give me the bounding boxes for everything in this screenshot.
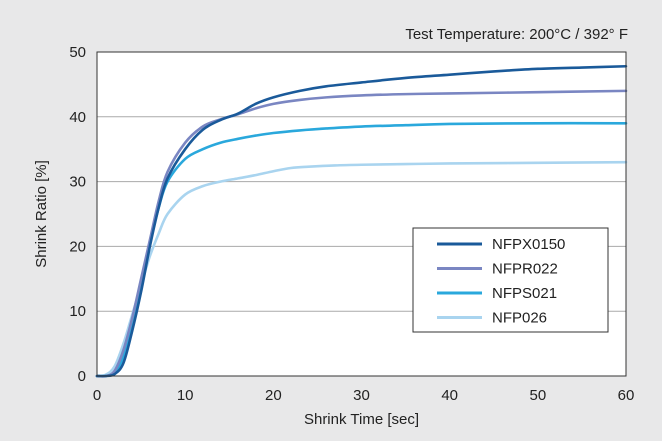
x-tick-label: 10: [177, 387, 194, 404]
y-tick-label: 50: [69, 44, 86, 61]
y-tick-label: 10: [69, 303, 86, 320]
y-tick-label: 40: [69, 109, 86, 126]
y-tick-label: 20: [69, 238, 86, 255]
x-tick-label: 50: [529, 387, 546, 404]
y-tick-labels: 0 10 20 30 40 50: [69, 44, 86, 385]
x-tick-label: 30: [353, 387, 370, 404]
y-tick-label: 30: [69, 174, 86, 191]
x-axis-title: Shrink Time [sec]: [304, 411, 419, 428]
series-line-nfpx0150: [95, 64, 628, 378]
legend-label-nfpx0150: NFPX0150: [492, 236, 565, 253]
series-lines: [95, 64, 628, 378]
plot-frame: [96, 51, 627, 377]
legend: NFPX0150 NFPR022 NFPS021 NFP026: [412, 227, 609, 333]
y-axis-title: Shrink Ratio [%]: [33, 160, 50, 268]
x-tick-label: 0: [93, 387, 101, 404]
y-tick-label: 0: [78, 368, 86, 385]
legend-label-nfpr022: NFPR022: [492, 261, 558, 278]
legend-label-nfps021: NFPS021: [492, 285, 557, 302]
series-line-nfps021: [95, 121, 628, 378]
legend-label-nfp026: NFP026: [492, 310, 547, 327]
x-tick-label: 60: [618, 387, 635, 404]
x-tick-label: 40: [441, 387, 458, 404]
test-temperature-annotation: Test Temperature: 200°C / 392° F: [405, 26, 628, 43]
x-tick-labels: 0 10 20 30 40 50 60: [93, 387, 635, 404]
x-tick-label: 20: [265, 387, 282, 404]
